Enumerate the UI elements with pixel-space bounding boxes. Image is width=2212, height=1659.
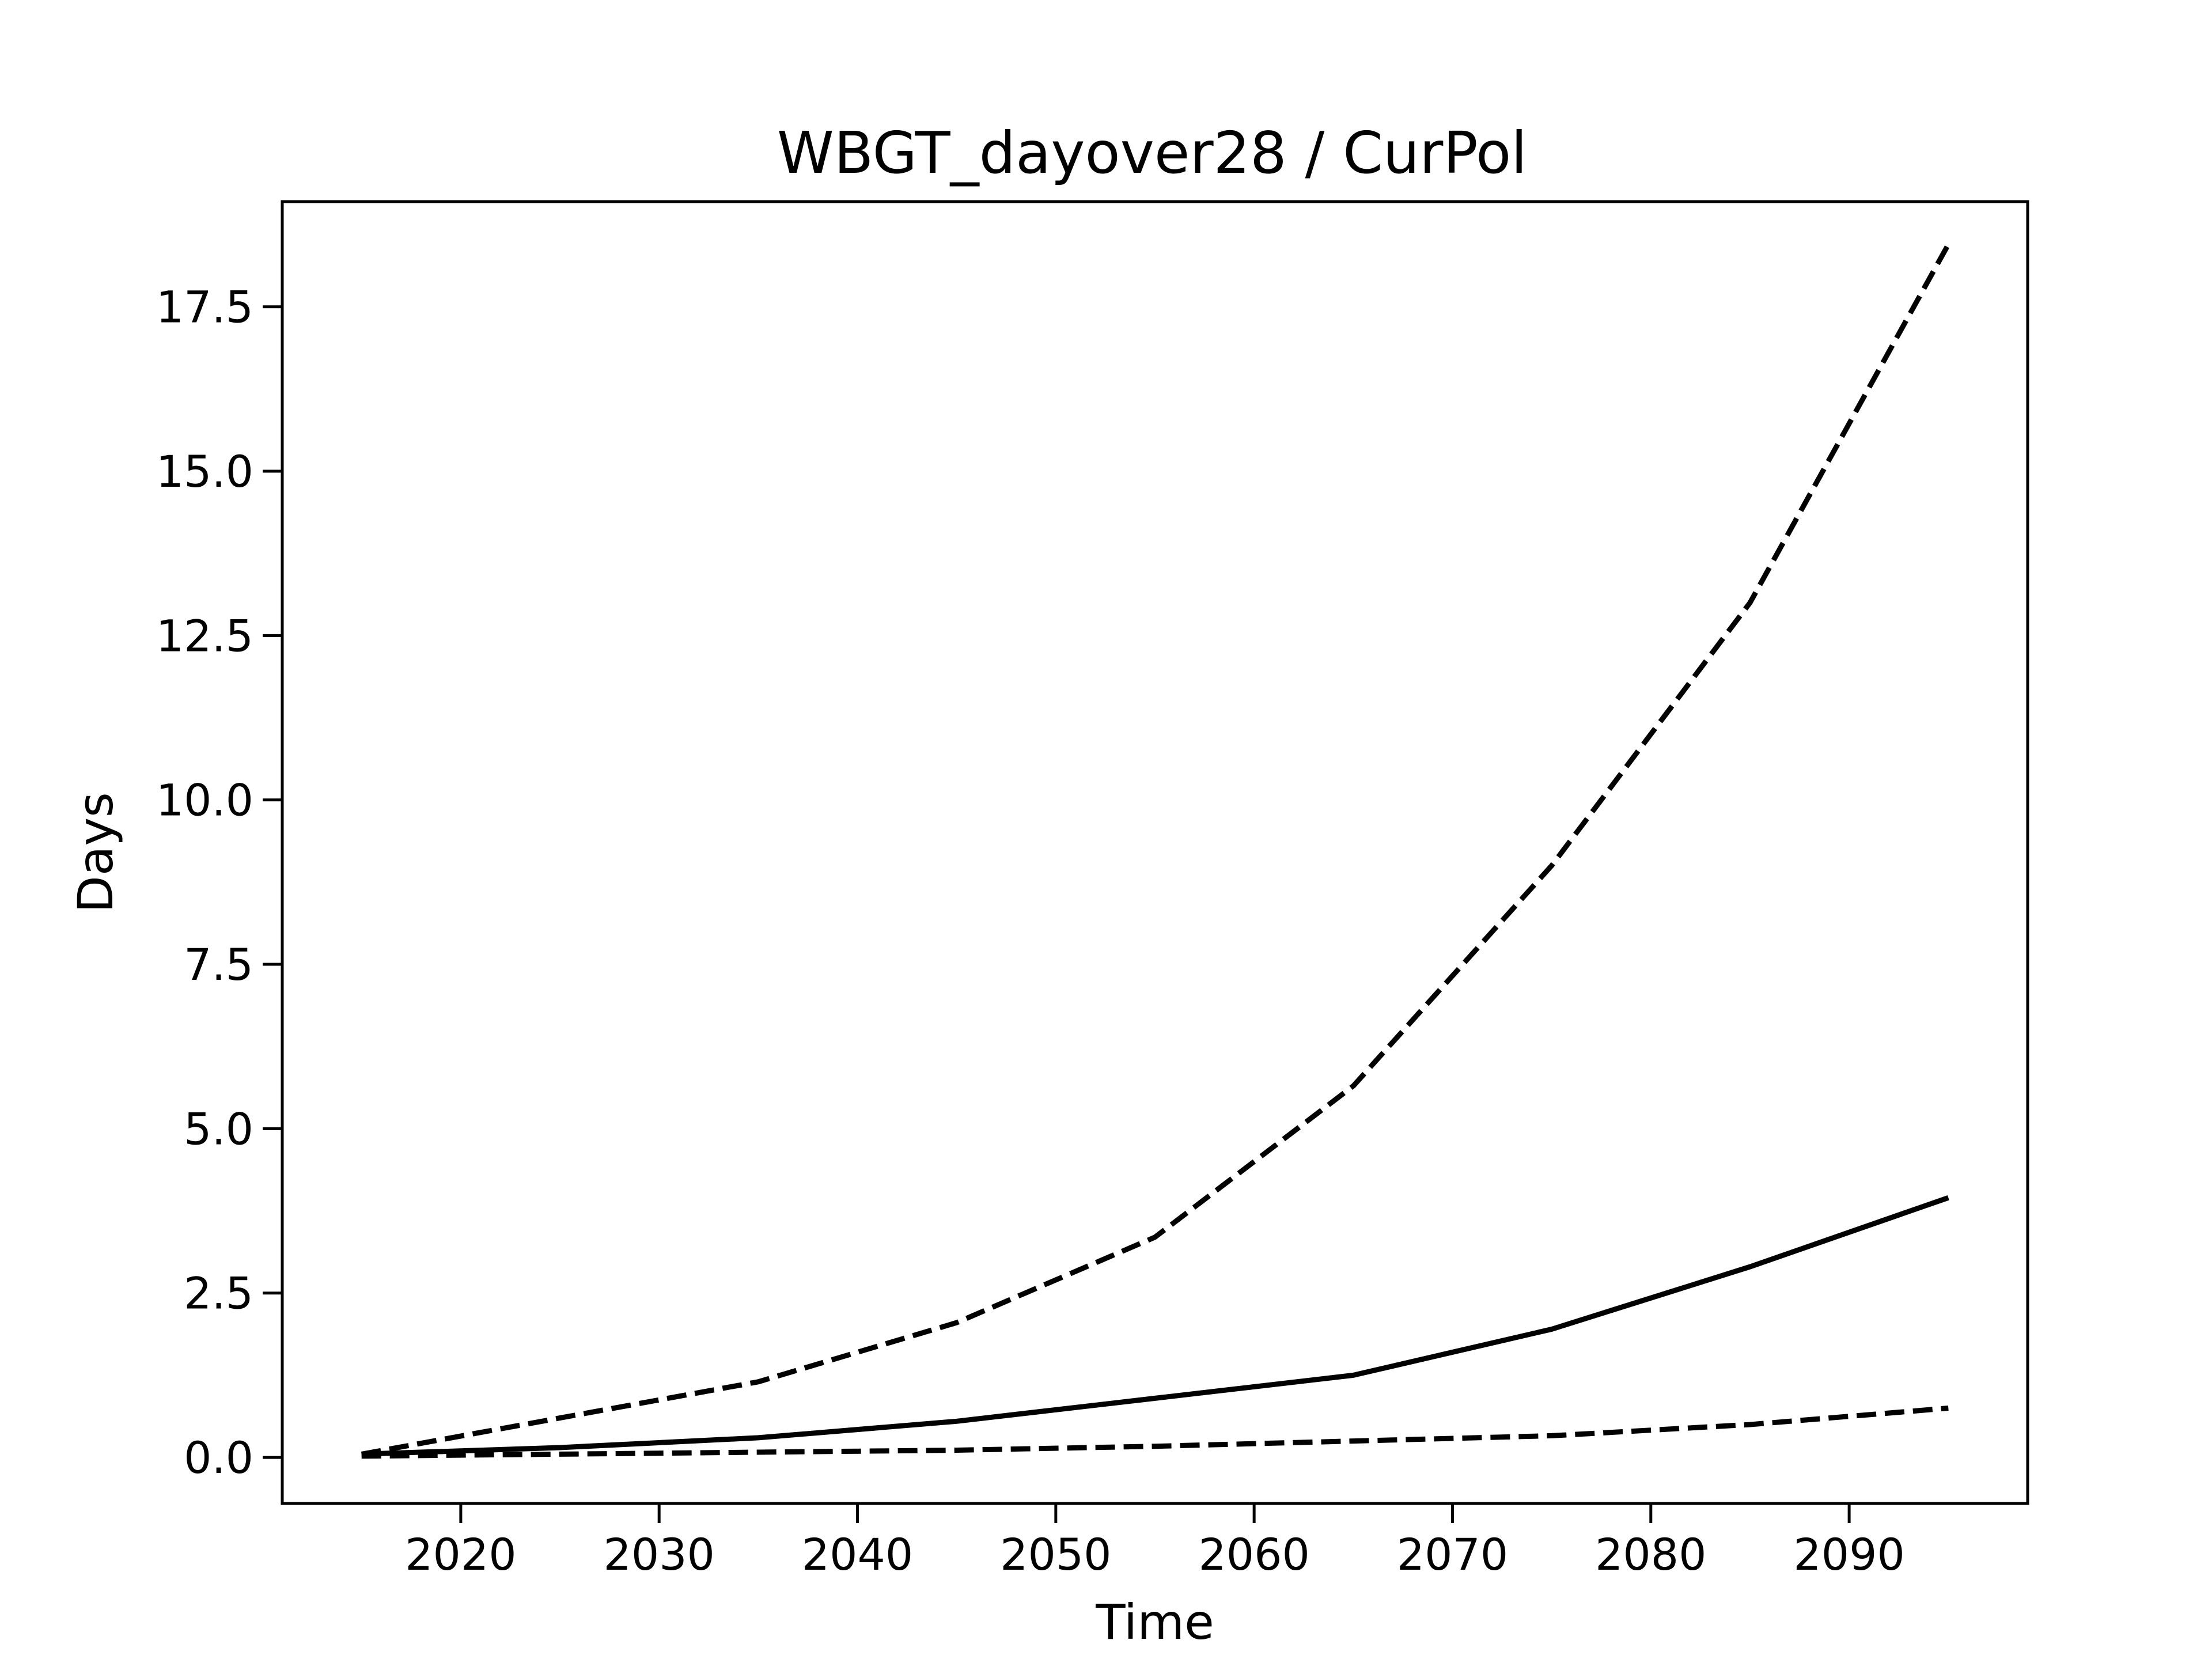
x-tick-label: 2090: [1793, 1529, 1904, 1580]
y-tick-label: 5.0: [184, 1103, 253, 1154]
y-tick-label: 0.0: [184, 1432, 253, 1483]
plot-frame: [281, 200, 2029, 1505]
x-tick-label: 2020: [405, 1529, 516, 1580]
y-tick-label: 2.5: [184, 1268, 253, 1319]
x-tick-label: 2030: [603, 1529, 714, 1580]
series-layer: [361, 243, 1951, 1459]
x-tick-label: 2050: [1000, 1529, 1111, 1580]
x-tick-label: 2060: [1198, 1529, 1309, 1580]
series-line-1: [361, 243, 1951, 1457]
y-tick-label: 15.0: [156, 446, 253, 497]
x-axis-title: Time: [1095, 1594, 1214, 1650]
x-tick-label: 2080: [1595, 1529, 1706, 1580]
y-tick-label: 10.0: [156, 775, 253, 826]
chart-title: WBGT_dayover28 / CurPol: [777, 119, 1527, 187]
y-axis-title: Days: [67, 792, 124, 913]
y-axis: 0.0 2.5 5.0 7.5 10.0 12.5 15.0 17.5: [156, 282, 282, 1483]
series-line-3: [361, 1406, 1949, 1459]
y-tick-label: 7.5: [184, 939, 253, 990]
x-axis: 2020 2030 2040 2050 2060 2070 2080 2090: [405, 1503, 1905, 1580]
series-line-2: [361, 1195, 1949, 1457]
x-tick-label: 2070: [1397, 1529, 1508, 1580]
y-tick-label: 17.5: [156, 282, 253, 333]
x-tick-label: 2040: [802, 1529, 913, 1580]
y-tick-label: 12.5: [156, 610, 253, 661]
